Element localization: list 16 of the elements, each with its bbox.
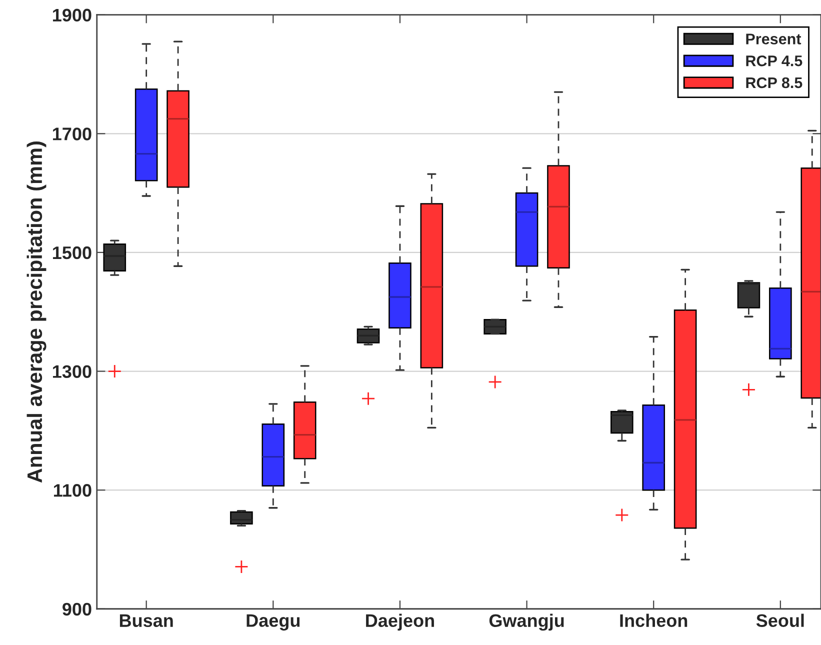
y-tick-label: 1300	[52, 365, 92, 378]
y-tick-label: 900	[62, 602, 92, 616]
y-tick-label: 1900	[52, 8, 92, 22]
x-tick-label: Daejeon	[366, 614, 434, 631]
y-axis-title: Annual average precipitation (mm)	[26, 142, 46, 483]
legend-label: RCP 4.5	[746, 55, 802, 66]
x-tick-label: Seoul	[756, 614, 804, 628]
x-tick-label: Daegu	[246, 614, 300, 631]
x-tick-label: Gwangju	[489, 614, 564, 631]
x-tick-label: Busan	[120, 614, 173, 628]
y-tick-label: 1100	[54, 484, 92, 497]
y-tick-label: 1500	[52, 246, 92, 260]
legend-label: Present	[746, 34, 802, 44]
legend-label: RCP 8.5	[746, 77, 802, 88]
x-tick-label: Incheon	[620, 614, 688, 628]
y-tick-label: 1700	[52, 128, 92, 140]
